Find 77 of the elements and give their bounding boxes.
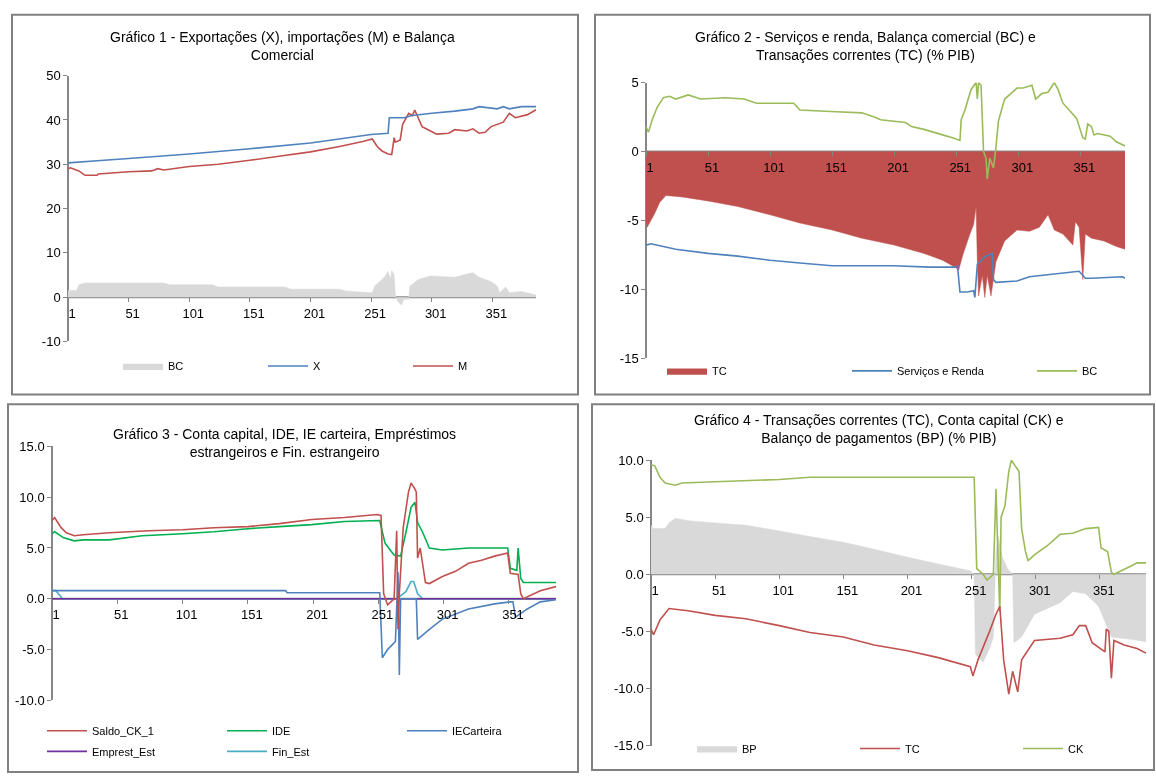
chart-title: Gráfico 4 - Transações correntes (TC), Conta capital (CK) e Balanço de pagamentos (BP) (% PIB): [694, 412, 1064, 447]
y-tick-label: 10: [46, 245, 61, 261]
legend-label: IDE: [272, 725, 291, 738]
x-tick-label: 101: [772, 582, 795, 598]
line-series: [651, 605, 1146, 695]
y-tick-label: 5: [631, 75, 639, 91]
legend-label: BC: [1082, 365, 1098, 378]
y-tick-label: 5.0: [26, 540, 45, 556]
y-tick-label: 10.0: [618, 452, 644, 468]
chart-title: Gráfico 2 - Serviços e renda, Balança comercial (BC) e Transações correntes (TC) (% PIB): [695, 29, 1037, 64]
x-tick-label: 1: [646, 160, 654, 176]
y-tick-label: -10: [619, 281, 639, 297]
x-tick-label: 151: [243, 305, 265, 321]
y-tick-label: 0: [53, 289, 61, 305]
legend-label: BC: [168, 360, 184, 373]
x-tick-label: 201: [887, 160, 910, 176]
legend-label: M: [458, 360, 468, 373]
legend-label: CK: [1068, 742, 1084, 755]
x-tick-label: 201: [303, 305, 326, 321]
x-tick-label: 151: [836, 582, 859, 598]
y-tick-label: 20: [46, 201, 61, 217]
x-tick-label: 51: [125, 305, 140, 321]
legend-label: Saldo_CK_1: [92, 725, 154, 738]
x-tick-label: 101: [763, 160, 785, 176]
x-tick-label: 201: [306, 607, 328, 623]
y-tick-label: -10.0: [614, 680, 644, 696]
x-tick-label: 51: [704, 160, 720, 176]
legend-label: X: [313, 360, 321, 373]
line-series: [68, 105, 536, 164]
x-tick-label: 251: [964, 582, 987, 598]
y-tick-label: 10.0: [19, 489, 45, 505]
y-tick-label: -5.0: [621, 623, 644, 639]
y-tick-label: 5.0: [625, 509, 644, 525]
x-tick-label: 301: [424, 305, 447, 321]
y-tick-label: -5.0: [22, 642, 45, 658]
x-tick-label: 1: [68, 305, 76, 321]
x-tick-label: 151: [825, 160, 847, 176]
y-tick-label: 15.0: [19, 438, 45, 454]
line-series: [52, 501, 556, 584]
x-tick-label: 201: [900, 582, 923, 598]
x-tick-label: 251: [949, 160, 972, 176]
y-tick-label: 40: [46, 112, 61, 128]
legend-label: Serviços e Renda: [897, 365, 985, 378]
y-tick-label: 50: [46, 68, 61, 84]
x-tick-label: 301: [1011, 160, 1034, 176]
legend-label: Emprest_Est: [92, 745, 155, 758]
y-tick-label: 30: [46, 156, 61, 172]
x-tick-label: 301: [1028, 582, 1051, 598]
chart-title: Gráfico 1 - Exportações (X), importações (M) e Balança Comercial: [110, 29, 455, 64]
y-tick-label: -5: [627, 212, 639, 228]
x-tick-label: 101: [175, 607, 198, 623]
x-tick-label: 351: [502, 607, 524, 623]
x-tick-label: 1: [651, 582, 659, 598]
y-tick-label: 0: [631, 143, 639, 159]
y-tick-label: 0.0: [625, 566, 644, 582]
line-series: [68, 108, 536, 177]
x-tick-label: 101: [182, 305, 205, 321]
y-tick-label: -10: [41, 333, 61, 349]
y-tick-label: 0.0: [26, 591, 45, 607]
y-tick-label: -15: [619, 350, 639, 366]
legend-label: BP: [742, 742, 757, 755]
x-tick-label: 351: [1092, 582, 1115, 598]
x-tick-label: 251: [364, 305, 386, 321]
chart-title: Gráfico 3 - Conta capital, IDE, IE carteira, Empréstimos estrangeiros e Fin. estrangeiro: [113, 426, 457, 461]
line-series: [646, 242, 1125, 299]
x-tick-label: 1: [52, 607, 60, 623]
y-tick-label: -10.0: [15, 692, 45, 708]
legend-label: Fin_Est: [272, 745, 310, 758]
legend-label: TC: [905, 742, 920, 755]
y-tick-label: -15.0: [614, 738, 644, 754]
x-tick-label: 351: [485, 305, 508, 321]
legend-label: IECarteira: [452, 725, 503, 738]
x-tick-label: 351: [1073, 160, 1096, 176]
x-tick-label: 51: [114, 607, 129, 623]
x-tick-label: 151: [241, 607, 263, 623]
x-tick-label: 51: [711, 582, 727, 598]
legend-label: TC: [712, 365, 727, 378]
